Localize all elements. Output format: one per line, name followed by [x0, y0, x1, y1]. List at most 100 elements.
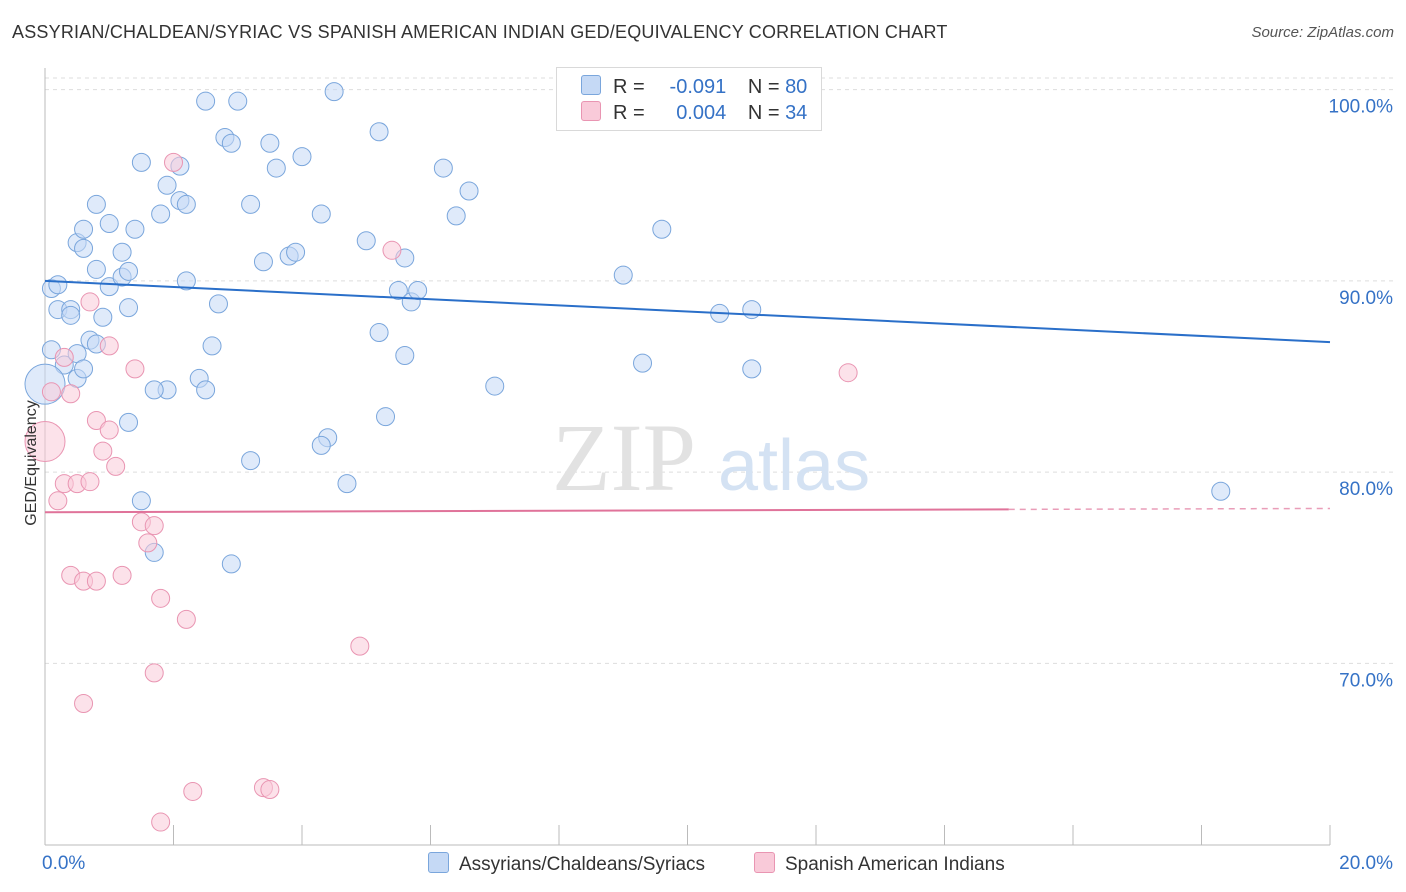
bottom-legend-swatch-pink	[754, 852, 775, 873]
data-point-assyrian	[260, 133, 280, 153]
legend-n-label-2: N =	[747, 102, 780, 124]
data-point-assyrian	[119, 412, 139, 432]
data-point-assyrian	[485, 376, 505, 396]
bottom-legend-label-1: Assyrians/Chaldeans/Syriacs	[459, 854, 706, 875]
data-point-spanish-american-indian	[350, 636, 370, 656]
y-tick-label: 100.0%	[1329, 97, 1394, 118]
data-point-assyrian	[376, 407, 396, 427]
data-point-assyrian	[356, 231, 376, 251]
data-point-assyrian	[131, 152, 151, 172]
y-tick-label: 70.0%	[1339, 670, 1393, 691]
data-point-spanish-american-indian	[151, 812, 171, 832]
data-point-assyrian	[613, 265, 633, 285]
data-point-assyrian	[228, 91, 248, 111]
data-point-assyrian	[86, 259, 106, 279]
watermark: ZIP atlas	[552, 404, 870, 511]
data-point-assyrian	[74, 219, 94, 239]
data-point-spanish-american-indian	[144, 663, 164, 683]
trend-layer	[44, 279, 1331, 514]
legend-n-value-1: 80	[785, 76, 808, 98]
data-point-assyrian	[61, 305, 81, 325]
data-point-assyrian	[48, 275, 68, 295]
data-point-assyrian	[652, 219, 672, 239]
legend-row-1: R = -0.091 N = 80	[581, 75, 807, 101]
data-point-assyrian	[176, 271, 196, 291]
y-tick-label: 90.0%	[1339, 288, 1393, 309]
data-point-spanish-american-indian	[54, 347, 74, 367]
data-point-spanish-american-indian	[176, 609, 196, 629]
data-point-spanish-american-indian	[80, 292, 100, 312]
data-point-assyrian	[446, 206, 466, 226]
source-label: Source: ZipAtlas.com	[1251, 24, 1394, 41]
data-point-spanish-american-indian	[183, 781, 203, 801]
legend-r-label-1: R =	[613, 76, 645, 98]
data-point-assyrian	[112, 242, 132, 262]
data-point-assyrian	[125, 219, 145, 239]
data-point-assyrian	[337, 474, 357, 494]
legend-row-2: R = 0.004 N = 34	[581, 101, 807, 127]
data-point-assyrian	[74, 238, 94, 258]
data-point-spanish-american-indian	[99, 420, 119, 440]
legend-swatch-pink	[581, 101, 601, 121]
data-point-spanish-american-indian	[93, 441, 113, 461]
data-point-assyrian	[151, 204, 171, 224]
data-point-spanish-american-indian	[382, 240, 402, 260]
data-point-spanish-american-indian	[144, 516, 164, 536]
data-point-spanish-american-indian	[138, 533, 158, 553]
data-point-assyrian	[221, 554, 241, 574]
data-point-assyrian	[286, 242, 306, 262]
data-point-spanish-american-indian	[99, 336, 119, 356]
bottom-legend-swatch-blue	[428, 852, 449, 873]
grid-layer	[45, 77, 1395, 664]
data-point-spanish-american-indian	[41, 382, 61, 402]
data-point-assyrian	[1211, 481, 1231, 501]
data-point-assyrian	[202, 336, 222, 356]
bottom-legend-label-2: Spanish American Indians	[785, 854, 1005, 875]
x-tick-label: 20.0%	[1339, 853, 1393, 874]
data-point-assyrian	[99, 214, 119, 234]
data-point-assyrian	[119, 261, 139, 281]
data-point-assyrian	[369, 323, 389, 343]
trend-line-pink-extension	[1008, 507, 1331, 511]
data-point-spanish-american-indian	[125, 359, 145, 379]
data-point-assyrian	[176, 194, 196, 214]
data-point-assyrian	[131, 491, 151, 511]
data-point-assyrian	[241, 194, 261, 214]
data-point-assyrian	[266, 158, 286, 178]
data-point-assyrian	[86, 194, 106, 214]
data-point-assyrian	[433, 158, 453, 178]
data-point-assyrian	[196, 91, 216, 111]
data-point-assyrian	[119, 298, 139, 318]
y-tick-label: 80.0%	[1339, 479, 1393, 500]
data-point-assyrian	[241, 451, 261, 471]
watermark-atlas: atlas	[718, 426, 870, 506]
data-point-assyrian	[408, 280, 428, 300]
data-point-assyrian	[459, 181, 479, 201]
data-point-spanish-american-indian	[74, 693, 94, 713]
bottom-legend-item-2: Spanish American Indians	[754, 852, 1005, 876]
data-point-assyrian	[208, 294, 228, 314]
data-point-assyrian	[157, 175, 177, 195]
data-point-assyrian	[292, 147, 312, 167]
legend-r-value-1: -0.091	[669, 76, 727, 98]
data-point-assyrian	[311, 204, 331, 224]
data-point-assyrian	[742, 359, 762, 379]
points-layer	[24, 82, 1231, 832]
bottom-legend-item-1: Assyrians/Chaldeans/Syriacs	[428, 852, 705, 876]
data-point-spanish-american-indian	[838, 363, 858, 383]
data-point-assyrian	[742, 300, 762, 320]
x-tick-label: 0.0%	[42, 853, 85, 874]
legend-n-value-2: 34	[785, 102, 808, 124]
data-point-spanish-american-indian	[86, 571, 106, 591]
data-point-assyrian	[144, 380, 164, 400]
chart-title: ASSYRIAN/CHALDEAN/SYRIAC VS SPANISH AMER…	[12, 22, 948, 42]
data-point-spanish-american-indian	[112, 565, 132, 585]
trend-line-pink	[44, 508, 1009, 514]
data-point-spanish-american-indian	[260, 780, 280, 800]
data-point-assyrian	[369, 122, 389, 142]
legend-n-label-1: N =	[747, 76, 780, 98]
data-point-assyrian	[388, 280, 408, 300]
data-point-spanish-american-indian	[48, 491, 68, 511]
y-axis-label: GED/Equivalency	[23, 400, 40, 525]
